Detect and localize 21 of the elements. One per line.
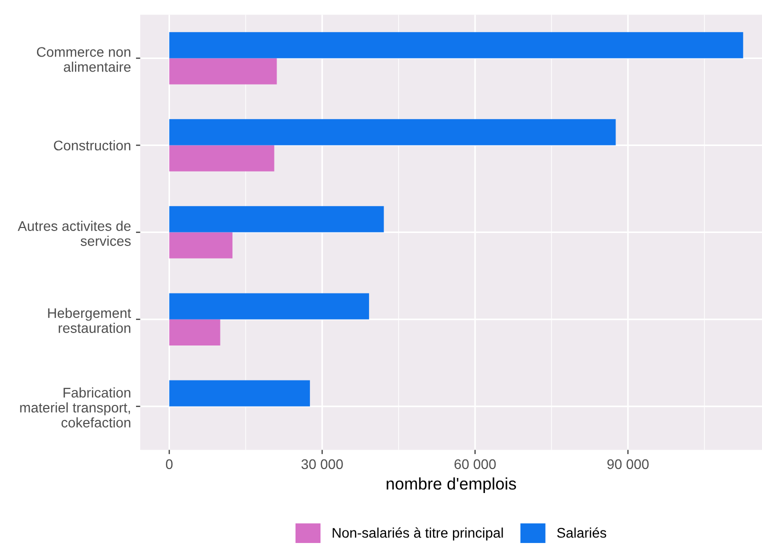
legend-label: Non-salariés à titre principal bbox=[332, 527, 503, 541]
x-axis-title: nombre d'emplois bbox=[386, 477, 516, 493]
bar bbox=[169, 319, 220, 346]
x-tick-label: 90 000 bbox=[607, 459, 649, 470]
x-tick-label: 0 bbox=[166, 459, 173, 470]
bar bbox=[169, 380, 310, 406]
bar bbox=[169, 206, 384, 232]
y-tick-label: Hebergement restauration bbox=[48, 308, 132, 333]
y-tick-label: Commerce non alimentaire bbox=[36, 47, 131, 72]
bar bbox=[169, 293, 370, 320]
bar bbox=[169, 58, 277, 84]
x-tick-label: 30 000 bbox=[301, 459, 343, 470]
x-tick-label: 60 000 bbox=[454, 459, 496, 470]
bar bbox=[169, 32, 744, 58]
y-tick-label: Autres activites de services bbox=[18, 220, 131, 246]
bar bbox=[169, 119, 616, 146]
y-tick-label: Fabrication materiel transport, cokefaction bbox=[20, 387, 130, 428]
bar bbox=[169, 145, 274, 172]
legend-label: Salariés bbox=[557, 527, 606, 538]
bar bbox=[169, 232, 232, 258]
y-tick-label: Construction bbox=[54, 140, 130, 150]
